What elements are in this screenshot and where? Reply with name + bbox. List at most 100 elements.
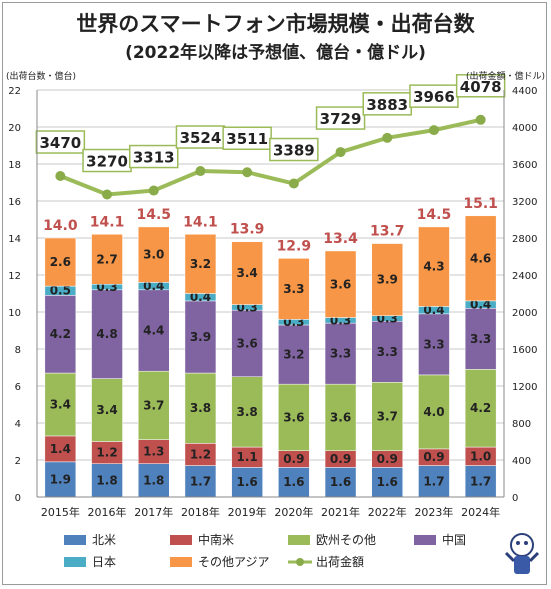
segment-label: 3.6 xyxy=(237,336,258,350)
y-tick-label: 0 xyxy=(15,493,21,504)
segment-label: 1.3 xyxy=(143,445,164,459)
bar-segment xyxy=(418,313,450,376)
bar-segment xyxy=(371,321,403,383)
bar-segment xyxy=(138,226,170,283)
segment-label: 4.8 xyxy=(96,327,117,341)
bar-segment xyxy=(278,324,310,385)
segment-label: 3.4 xyxy=(237,266,258,280)
bar-segment xyxy=(231,309,263,377)
line-label: 3966 xyxy=(413,88,455,106)
line-label: 3883 xyxy=(366,96,408,114)
bar-segment xyxy=(184,300,217,374)
bar-segment xyxy=(91,289,123,379)
segment-label: 3.2 xyxy=(283,348,304,362)
x-tick-label: 2018年 xyxy=(181,505,220,519)
bar-segment xyxy=(418,226,450,307)
segment-label: 1.1 xyxy=(237,450,258,464)
bar-segment xyxy=(324,322,357,385)
segment-label: 4.6 xyxy=(470,251,491,265)
y-tick-label: 8 xyxy=(15,345,21,356)
y2-tick-label: 0 xyxy=(512,493,518,504)
line-point xyxy=(428,125,439,136)
segment-label: 3.6 xyxy=(330,410,351,424)
bar-segment xyxy=(91,378,123,442)
segment-label: 3.6 xyxy=(283,410,304,424)
legend-swatch xyxy=(296,558,304,566)
segment-label: 3.3 xyxy=(330,347,351,361)
total-label: 14.5 xyxy=(136,207,171,223)
line-point xyxy=(242,167,253,178)
segment-label: 3.7 xyxy=(143,398,164,412)
y-tick-label: 12 xyxy=(8,271,21,282)
y-tick-label: 6 xyxy=(15,382,21,393)
bar-segment xyxy=(464,215,497,302)
chart-title: 世界のスマートフォン市場規模・出荷台数 xyxy=(76,12,475,36)
y2-tick-label: 2000 xyxy=(512,308,537,319)
legend-label: 日本 xyxy=(92,555,116,569)
x-tick-label: 2022年 xyxy=(368,505,407,519)
line-point xyxy=(382,132,393,143)
y2-tick-label: 2800 xyxy=(512,234,537,245)
y2-tick-label: 800 xyxy=(512,419,531,430)
segment-label: 0.5 xyxy=(50,284,71,298)
segment-label: 3.7 xyxy=(377,410,398,424)
x-tick-label: 2015年 xyxy=(41,505,80,519)
y-tick-label: 22 xyxy=(8,86,21,97)
line-point xyxy=(195,166,206,177)
segment-label: 1.9 xyxy=(50,472,71,486)
legend-label: 中国 xyxy=(442,532,466,547)
segment-label: 1.6 xyxy=(377,475,398,489)
legend-swatch xyxy=(414,535,436,545)
segment-label: 0.9 xyxy=(283,452,304,466)
segment-label: 3.9 xyxy=(190,330,211,344)
axes-layer: 0 2 4 6 8 10 12 14 16 18 20 22 0 400 800 1200 1600 2000 24… xyxy=(6,70,545,519)
bar-segment xyxy=(371,243,403,316)
segment-label: 4.4 xyxy=(143,324,164,338)
line-point xyxy=(55,171,66,182)
bar-segment xyxy=(231,376,263,448)
line-label: 4078 xyxy=(460,78,502,96)
bar-segment xyxy=(324,467,357,498)
bar-segment xyxy=(278,467,310,498)
bar-segment xyxy=(184,234,217,294)
line-label: 3470 xyxy=(39,134,81,152)
y2-axis-unit: (出荷金額・億ドル) xyxy=(466,70,545,82)
segment-label: 1.6 xyxy=(330,475,351,489)
bar-segment xyxy=(184,465,217,498)
line-label-box xyxy=(269,137,319,162)
mascot-body xyxy=(514,556,530,574)
segment-label: 1.0 xyxy=(470,449,491,463)
segment-label: 3.4 xyxy=(96,403,117,417)
bar-segment xyxy=(464,465,497,498)
line-point xyxy=(148,185,159,196)
segment-label: 1.8 xyxy=(143,473,164,487)
bar-segment xyxy=(184,372,217,444)
line-label-box xyxy=(315,106,366,130)
bar-segment xyxy=(278,383,310,451)
segment-label: 1.2 xyxy=(96,446,117,460)
bar-segment xyxy=(418,374,450,450)
segment-label: 3.3 xyxy=(423,337,444,351)
y2-tick-label: 2400 xyxy=(512,271,537,282)
segment-label: 1.6 xyxy=(283,475,304,489)
y-tick-label: 16 xyxy=(8,197,21,208)
legend-swatch xyxy=(64,557,86,567)
mascot-arm xyxy=(504,551,516,563)
total-label: 12.9 xyxy=(277,238,312,254)
segment-label: 3.4 xyxy=(50,398,71,412)
bar-segment xyxy=(324,383,357,451)
segment-label: 3.3 xyxy=(470,332,491,346)
y2-tick-label: 3200 xyxy=(512,197,537,208)
segment-label: 0.9 xyxy=(330,452,351,466)
total-label: 14.5 xyxy=(417,207,452,223)
legend-label: 出荷金額 xyxy=(316,554,364,569)
line-label: 3313 xyxy=(133,149,175,167)
segment-label: 4.0 xyxy=(423,405,444,419)
bar-segment xyxy=(138,463,170,498)
y-tick-label: 14 xyxy=(8,234,21,245)
line-label-box xyxy=(455,74,506,98)
total-label: 13.7 xyxy=(370,224,405,240)
line-label: 3511 xyxy=(226,130,268,148)
